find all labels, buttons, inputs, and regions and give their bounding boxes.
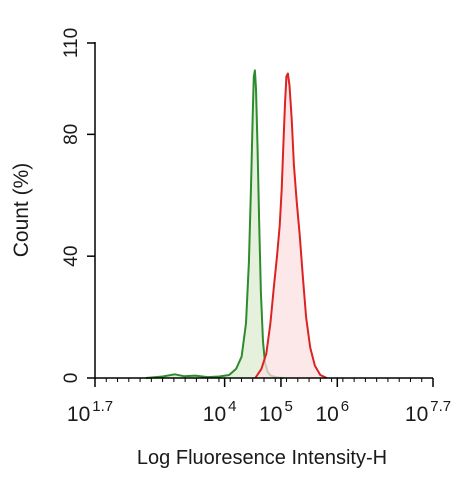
y-axis-title: Count (%): [10, 163, 33, 258]
x-tick-base: 10: [405, 403, 428, 426]
x-tick-label: 10 6: [315, 398, 349, 426]
x-tick-base: 10: [259, 403, 282, 426]
x-tick-exponent: 4: [228, 398, 236, 415]
x-tick-base: 10: [67, 403, 90, 426]
y-tick-label: 0: [61, 373, 82, 384]
x-tick-base: 10: [315, 403, 338, 426]
x-tick-exponent: 5: [284, 398, 292, 415]
x-tick-base: 10: [203, 403, 226, 426]
y-tick-label: 110: [61, 28, 82, 58]
series-2-line: [254, 72, 328, 379]
series-1-line: [145, 69, 284, 379]
x-tick-label: 10 1.7: [67, 398, 113, 426]
series-1-area: [145, 70, 284, 379]
y-tick-label: 40: [61, 246, 82, 267]
x-tick-label: 10 5: [259, 398, 293, 426]
x-axis-title: Log Fluoresence Intensity-H: [137, 447, 387, 469]
series-layer: [145, 69, 328, 379]
x-tick-label: 10 7.7: [405, 398, 451, 426]
x-tick-exponent: 1.7: [92, 398, 113, 415]
x-tick-label: 10 4: [203, 398, 237, 426]
x-tick-exponent: 6: [341, 398, 349, 415]
y-tick-label: 80: [61, 124, 82, 145]
x-tick-exponent: 7.7: [430, 398, 451, 415]
